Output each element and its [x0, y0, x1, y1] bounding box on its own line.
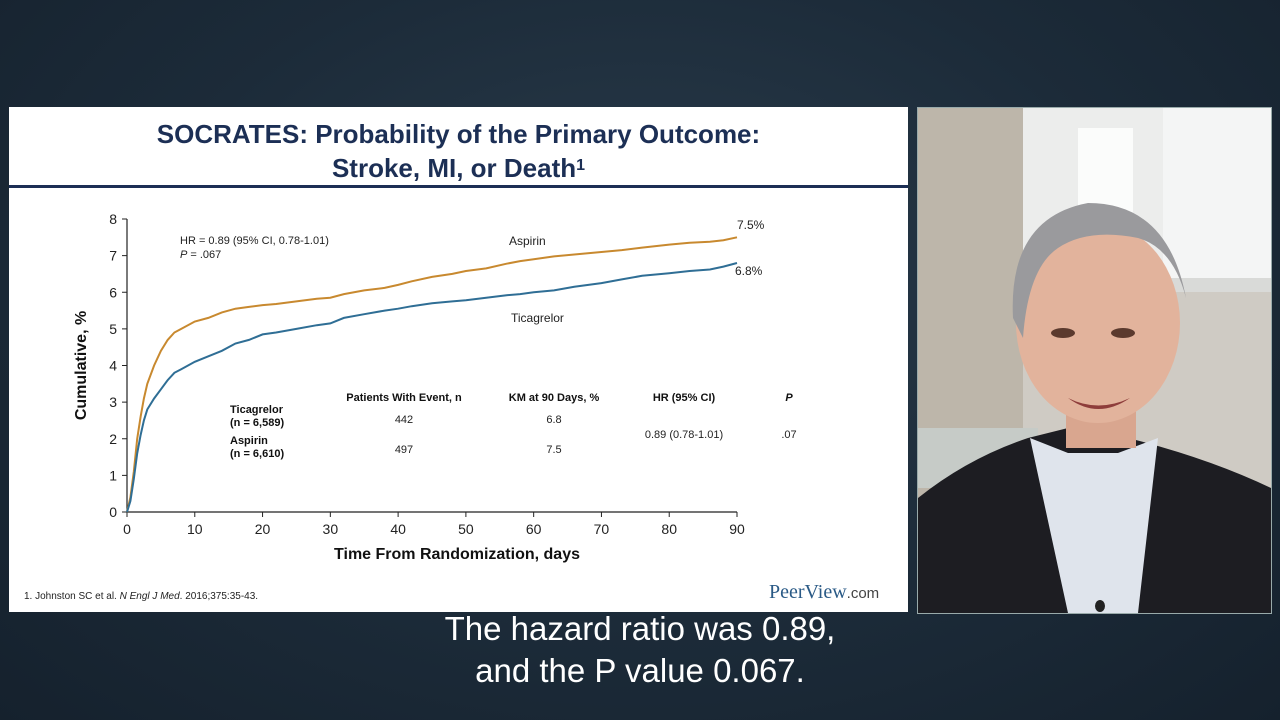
chart-table: Patients With Event, n KM at 90 Days, % HR… [230, 392, 797, 460]
chart-series [126, 236, 738, 513]
y-tick-label: 3 [109, 394, 117, 410]
p-annotation-label: P [180, 249, 188, 261]
caption-line-1: The hazard ratio was 0.89, [444, 610, 836, 647]
end-label-aspirin: 7.5% [737, 218, 765, 232]
series-line-aspirin [126, 236, 738, 513]
y-tick-label: 7 [109, 248, 117, 264]
x-tick-label: 10 [187, 521, 203, 537]
table-cell-p: .07 [781, 429, 796, 441]
footnote-authors: 1. Johnston SC et al. [24, 591, 120, 602]
table-row-group: Aspirin [230, 435, 268, 447]
table-row-n: (n = 6,589) [230, 417, 284, 429]
peerview-logo: PeerView.com [769, 581, 879, 604]
hr-annotation: HR = 0.89 (95% CI, 0.78-1.01) [180, 235, 329, 247]
series-label-aspirin: Aspirin [509, 234, 546, 248]
chart-labels: Aspirin Ticagrelor 7.5% 6.8% HR = 0.89 (95% … [180, 218, 765, 325]
title-divider [9, 185, 908, 188]
y-tick-label: 4 [109, 358, 117, 374]
x-tick-label: 20 [255, 521, 271, 537]
y-tick-label: 0 [109, 504, 117, 520]
x-tick-label: 40 [390, 521, 406, 537]
x-axis-title: Time From Randomization, days [334, 546, 580, 563]
table-header: HR (95% CI) [653, 392, 716, 404]
table-row-group: Ticagrelor [230, 404, 284, 416]
table-header: P [785, 392, 793, 404]
x-tick-label: 0 [123, 521, 131, 537]
footnote-journal: N Engl J Med [119, 591, 180, 602]
p-annotation-value: = .067 [187, 249, 221, 261]
series-line-ticagrelor [126, 262, 738, 513]
y-tick-label: 5 [109, 321, 117, 337]
table-cell-events: 497 [395, 444, 413, 456]
x-tick-label: 60 [526, 521, 542, 537]
y-tick-label: 1 [109, 467, 117, 483]
x-tick-label: 80 [661, 521, 677, 537]
table-cell-km: 6.8 [546, 414, 561, 426]
slide-title-line2-text: Stroke, MI, or Death [331, 153, 577, 183]
table-header: KM at 90 Days, % [509, 392, 600, 404]
footnote-citation: . 2016;375:35-43. [179, 591, 259, 602]
slide-panel: SOCRATES: Probability of the Primary Out… [9, 107, 908, 612]
y-axis-title: Cumulative, % [73, 311, 90, 420]
y-tick-label: 6 [109, 284, 117, 300]
table-cell-hr: 0.89 (0.78-1.01) [645, 429, 723, 441]
subtitle-captions: The hazard ratio was 0.89, and the P val… [0, 608, 1280, 692]
slide-title-line1: SOCRATES: Probability of the Primary Out… [156, 119, 761, 149]
speaker-image [918, 108, 1271, 613]
footnote: 1. Johnston SC et al. N Engl J Med. 2016… [24, 591, 258, 602]
x-tick-label: 70 [594, 521, 610, 537]
x-tick-label: 90 [729, 521, 745, 537]
table-row-n: (n = 6,610) [230, 448, 284, 460]
brand-domain: .com [846, 585, 880, 602]
caption-line-2: and the P value 0.067. [475, 652, 805, 689]
table-cell-events: 442 [395, 414, 413, 426]
end-label-ticagrelor: 6.8% [735, 264, 763, 278]
speaker-video [917, 107, 1272, 614]
x-tick-label: 50 [458, 521, 474, 537]
title-footnote-ref: 1 [576, 157, 586, 174]
table-header: Patients With Event, n [346, 392, 462, 404]
y-tick-label: 8 [109, 211, 117, 227]
y-tick-label: 2 [109, 431, 117, 447]
slide-title: SOCRATES: Probability of the Primary Out… [9, 117, 908, 185]
slide-title-line2: Stroke, MI, or Death1 [9, 151, 908, 185]
x-tick-label: 30 [323, 521, 339, 537]
brand-name: PeerView [769, 581, 847, 603]
table-cell-km: 7.5 [546, 444, 561, 456]
p-annotation: P = .067 [180, 249, 221, 261]
series-label-ticagrelor: Ticagrelor [511, 311, 564, 325]
